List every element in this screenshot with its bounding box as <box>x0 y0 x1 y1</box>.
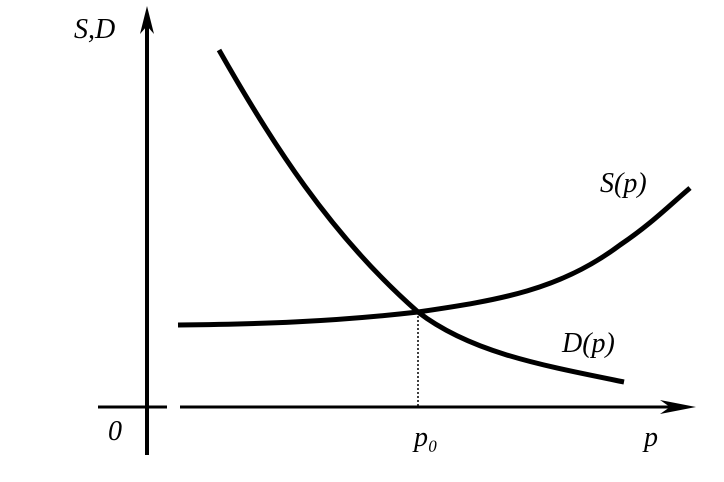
x-axis-label: p <box>642 422 658 453</box>
origin-label: 0 <box>108 416 122 447</box>
y-axis-label: S,D <box>74 14 115 45</box>
demand-curve <box>216 48 625 385</box>
supply-curve <box>177 186 692 328</box>
supply-label: S(p) <box>600 168 647 199</box>
x-arrow <box>660 400 696 414</box>
y-arrow <box>140 6 154 34</box>
demand-label: D(p) <box>561 328 615 359</box>
equilibrium-label: p₀ <box>412 422 438 453</box>
